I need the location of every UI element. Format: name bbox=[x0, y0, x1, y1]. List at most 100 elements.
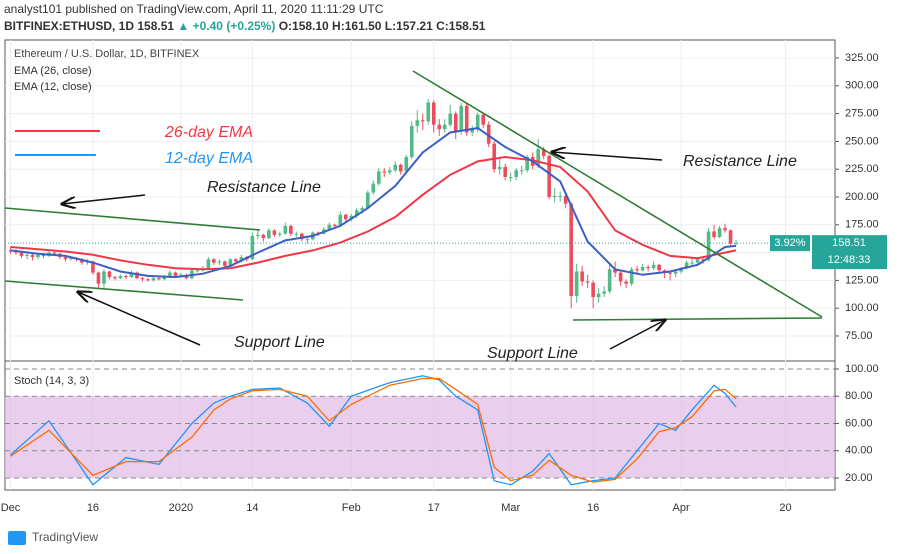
y-tick-label: 275.00 bbox=[845, 108, 879, 120]
x-tick-label: 16 bbox=[587, 502, 599, 514]
candle-body bbox=[635, 269, 639, 271]
candle-body bbox=[289, 225, 293, 234]
candle-body bbox=[376, 171, 381, 184]
candle-body bbox=[272, 230, 277, 235]
candle-body bbox=[300, 233, 304, 240]
ohlc: O:158.10 H:161.50 L:157.21 C:158.51 bbox=[279, 19, 486, 33]
candle-body bbox=[129, 272, 134, 278]
countdown-label: 12:48:33 bbox=[828, 254, 871, 266]
candle-body bbox=[437, 124, 442, 130]
candle-body bbox=[481, 114, 486, 125]
candle-body bbox=[63, 257, 68, 260]
candle-body bbox=[52, 252, 57, 254]
candle-body bbox=[179, 274, 183, 276]
legend-entry: EMA (12, close) bbox=[14, 81, 92, 93]
candle-body bbox=[124, 275, 128, 278]
ema-line bbox=[10, 155, 737, 271]
candle-body bbox=[475, 114, 480, 130]
candle-body bbox=[442, 124, 447, 130]
candle-body bbox=[409, 125, 414, 157]
legend-entry: EMA (26, close) bbox=[14, 65, 92, 77]
legend-label: 12-day EMA bbox=[165, 150, 253, 167]
candle-body bbox=[706, 231, 711, 261]
candle-body bbox=[646, 267, 650, 269]
candle-body bbox=[333, 224, 337, 226]
candle-body bbox=[393, 164, 398, 171]
candle-body bbox=[278, 233, 282, 235]
candle-body bbox=[283, 225, 288, 234]
candle-body bbox=[734, 243, 738, 245]
y-tick-label: 225.00 bbox=[845, 163, 879, 175]
candle-body bbox=[102, 271, 106, 284]
candle-body bbox=[140, 278, 145, 280]
candle-body bbox=[596, 293, 601, 298]
candle-body bbox=[195, 270, 200, 272]
x-tick-label: 2020 bbox=[169, 502, 193, 514]
candle-body bbox=[503, 166, 507, 177]
candle-body bbox=[508, 176, 513, 178]
candle-body bbox=[607, 269, 612, 292]
arrow bbox=[78, 292, 201, 346]
candle-body bbox=[234, 259, 238, 262]
x-tick-label: 17 bbox=[428, 502, 440, 514]
trend-line bbox=[4, 207, 261, 231]
candle-body bbox=[250, 235, 255, 260]
candle-body bbox=[261, 234, 266, 239]
candle-body bbox=[717, 228, 722, 238]
candle-body bbox=[712, 231, 716, 238]
arrow bbox=[62, 194, 146, 204]
y-tick-label: 250.00 bbox=[845, 135, 879, 147]
x-tick-label: Mar bbox=[501, 502, 520, 514]
candle-body bbox=[459, 105, 464, 132]
annotation: Support Line bbox=[234, 334, 325, 351]
publish-info: analyst101 published on TradingView.com,… bbox=[4, 2, 384, 16]
chart-title: Ethereum / U.S. Dollar, 1D, BITFINEX bbox=[14, 48, 200, 60]
candle-body bbox=[19, 252, 24, 256]
trend-line bbox=[412, 70, 823, 318]
candle-body bbox=[157, 278, 161, 280]
candle-body bbox=[657, 264, 661, 271]
y-tick-label: 125.00 bbox=[845, 274, 879, 286]
candle-body bbox=[640, 267, 645, 271]
price-label: 158.51 bbox=[832, 237, 866, 249]
candle-body bbox=[547, 155, 551, 197]
grid-layer bbox=[5, 40, 835, 490]
stoch-title: Stoch (14, 3, 3) bbox=[14, 375, 89, 387]
candle-body bbox=[574, 271, 579, 296]
candle-body bbox=[327, 224, 332, 230]
stoch-line bbox=[10, 377, 737, 483]
candle-body bbox=[519, 170, 524, 172]
candle-body bbox=[629, 269, 634, 284]
candle-body bbox=[118, 275, 123, 279]
candle-body bbox=[651, 264, 656, 269]
candle-body bbox=[558, 195, 562, 197]
change-box bbox=[770, 235, 810, 252]
candle-body bbox=[69, 258, 73, 260]
candle-body bbox=[113, 277, 117, 279]
candle-body bbox=[338, 214, 343, 226]
candle-body bbox=[135, 272, 139, 279]
candle-body bbox=[360, 208, 365, 211]
candle-body bbox=[580, 271, 584, 282]
candle-body bbox=[453, 113, 458, 132]
candle-body bbox=[448, 113, 453, 125]
symbol: BITFINEX:ETHUSD, 1D bbox=[4, 19, 134, 33]
candle-body bbox=[569, 203, 573, 296]
candle-body bbox=[728, 230, 733, 244]
candle-body bbox=[371, 183, 376, 193]
candle-body bbox=[431, 102, 436, 125]
candle-body bbox=[602, 291, 606, 294]
arrow bbox=[609, 320, 665, 350]
candle-body bbox=[267, 230, 271, 239]
candle-body bbox=[426, 102, 431, 122]
candle-body bbox=[723, 228, 727, 231]
candle-body bbox=[701, 259, 705, 261]
y-tick-label: 40.00 bbox=[845, 445, 873, 457]
price-box bbox=[812, 235, 887, 270]
candle-body bbox=[36, 254, 40, 258]
candle-body bbox=[212, 259, 216, 263]
candle-body bbox=[173, 272, 178, 276]
price: 158.51 bbox=[137, 19, 174, 33]
stoch-line bbox=[10, 375, 737, 486]
